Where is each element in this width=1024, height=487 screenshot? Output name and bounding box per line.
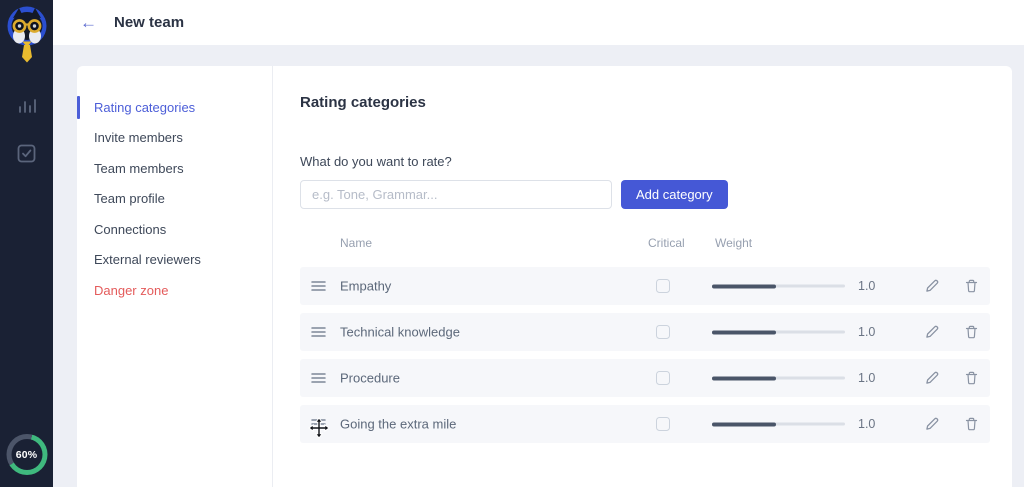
rate-question-label: What do you want to rate? [300, 154, 452, 169]
edit-pencil-icon[interactable] [924, 279, 939, 294]
app-sidebar: 60% [0, 0, 53, 487]
page-header: ← New team [53, 0, 1024, 45]
table-row: Going the extra mile 1.0 [300, 405, 990, 443]
owl-logo[interactable] [6, 5, 48, 68]
column-header-weight: Weight [715, 236, 753, 250]
drag-handle-icon[interactable] [311, 281, 326, 292]
nav-item-team-members[interactable]: Team members [77, 153, 272, 184]
nav-item-label: Connections [94, 221, 167, 237]
check-square-icon[interactable] [17, 143, 37, 163]
delete-trash-icon[interactable] [964, 279, 979, 294]
add-category-button[interactable]: Add category [621, 180, 728, 209]
progress-percent: 60% [15, 448, 38, 461]
edit-pencil-icon[interactable] [924, 417, 939, 432]
nav-item-label: Danger zone [94, 282, 169, 298]
critical-checkbox[interactable] [656, 325, 670, 339]
content-area: Rating categories What do you want to ra… [274, 66, 1012, 487]
critical-checkbox[interactable] [656, 279, 670, 293]
settings-card: Rating categories Invite members Team me… [77, 66, 1012, 487]
category-name: Empathy [340, 278, 392, 294]
category-name: Procedure [340, 370, 400, 386]
weight-slider[interactable] [712, 376, 845, 380]
nav-item-label: Rating categories [94, 99, 196, 115]
weight-slider[interactable] [712, 330, 845, 334]
weight-value: 1.0 [858, 417, 876, 431]
nav-item-label: Team members [94, 160, 184, 176]
delete-trash-icon[interactable] [964, 371, 979, 386]
nav-item-external-reviewers[interactable]: External reviewers [77, 245, 272, 276]
section-title: Rating categories [300, 94, 426, 111]
nav-item-label: Team profile [94, 191, 165, 207]
nav-item-label: Invite members [94, 130, 183, 146]
nav-item-rating-categories[interactable]: Rating categories [77, 92, 272, 123]
category-name: Going the extra mile [340, 416, 457, 432]
edit-pencil-icon[interactable] [924, 371, 939, 386]
table-row: Empathy 1.0 [300, 267, 990, 305]
back-arrow-icon[interactable]: ← [80, 13, 97, 32]
table-row: Technical knowledge 1.0 [300, 313, 990, 351]
progress-ring[interactable]: 60% [6, 434, 47, 475]
category-input[interactable] [300, 180, 612, 209]
table-header: Name Critical Weight [300, 236, 990, 250]
nav-item-danger-zone[interactable]: Danger zone [77, 275, 272, 306]
nav-item-invite-members[interactable]: Invite members [77, 123, 272, 154]
drag-handle-icon[interactable] [311, 373, 326, 384]
drag-handle-icon[interactable] [311, 419, 326, 430]
page-title: New team [114, 14, 185, 31]
category-name: Technical knowledge [340, 324, 460, 340]
delete-trash-icon[interactable] [964, 325, 979, 340]
nav-item-team-profile[interactable]: Team profile [77, 184, 272, 215]
critical-checkbox[interactable] [656, 371, 670, 385]
edit-pencil-icon[interactable] [924, 325, 939, 340]
nav-item-connections[interactable]: Connections [77, 214, 272, 245]
critical-checkbox[interactable] [656, 417, 670, 431]
column-header-critical: Critical [648, 236, 685, 250]
weight-slider[interactable] [712, 284, 845, 288]
weight-value: 1.0 [858, 371, 876, 385]
categories-table: Name Critical Weight Empathy 1.0 [300, 236, 990, 443]
drag-handle-icon[interactable] [311, 327, 326, 338]
weight-value: 1.0 [858, 279, 876, 293]
column-header-name: Name [340, 236, 373, 250]
weight-value: 1.0 [858, 325, 876, 339]
nav-item-label: External reviewers [94, 252, 201, 268]
table-row: Procedure 1.0 [300, 359, 990, 397]
delete-trash-icon[interactable] [964, 417, 979, 432]
bar-chart-icon[interactable] [17, 96, 37, 116]
nav-list: Rating categories Invite members Team me… [77, 66, 273, 487]
weight-slider[interactable] [712, 422, 845, 426]
table-body: Empathy 1.0 Technical knowledge 1.0 [300, 267, 990, 443]
